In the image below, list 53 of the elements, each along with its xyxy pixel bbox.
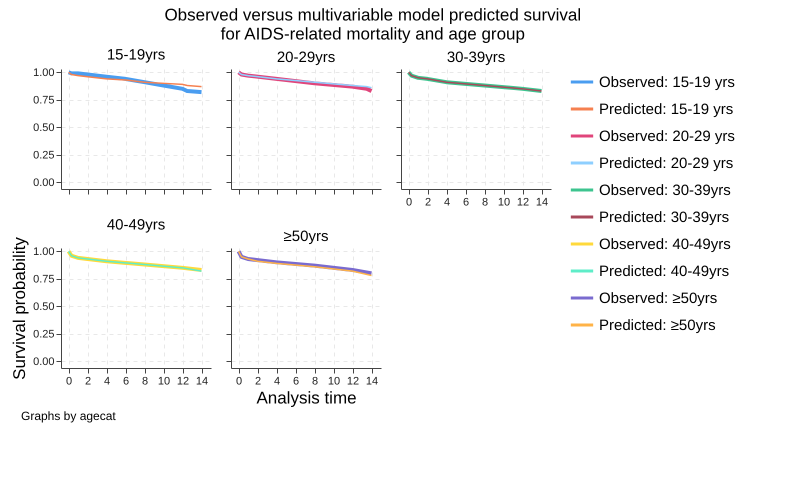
- y-tick-label: 0.75: [33, 94, 54, 106]
- y-axis-title: Survival probability: [10, 236, 30, 380]
- y-tick-label: 1.00: [33, 66, 54, 79]
- chart-title: 40-49yrs: [106, 216, 166, 234]
- x-tick-label: 0: [66, 376, 72, 388]
- legend-label: Predicted: 40-49yrs: [599, 263, 730, 280]
- y-tick-label: 0.75: [33, 273, 54, 286]
- x-tick-label: 2: [255, 376, 262, 388]
- x-tick-label: 14: [366, 376, 378, 388]
- text: Observed versus multivariable model predicted survival for AIDS-related mortality and age group: [164, 5, 582, 44]
- chart-title: 20-29yrs: [276, 49, 336, 66]
- x-axis-title: Analysis time: [256, 388, 357, 408]
- legend-label: Predicted: ≥50yrs: [599, 317, 716, 334]
- y-tick-label: 0.00: [33, 356, 54, 368]
- x-tick-label: 4: [274, 376, 280, 388]
- y-tick-label: 0.50: [33, 122, 54, 134]
- x-tick-label: 2: [425, 196, 432, 208]
- x-tick-label: 6: [122, 376, 130, 388]
- x-tick-label: 4: [444, 196, 450, 208]
- chart-title: 30-39yrs: [446, 49, 506, 66]
- x-tick-label: 10: [498, 196, 510, 208]
- y-tick-label: 0.00: [33, 176, 54, 189]
- x-tick-label: 8: [312, 376, 318, 388]
- x-tick-label: 12: [176, 376, 190, 388]
- x-tick-label: 12: [346, 376, 360, 388]
- y-tick-label: 0.25: [33, 149, 54, 162]
- chart-title: ≥50yrs: [284, 228, 328, 245]
- x-tick-label: 10: [328, 376, 340, 388]
- x-tick-label: 6: [292, 376, 300, 388]
- legend-label: Predicted: 30-39yrs: [599, 209, 730, 226]
- y-tick-label: 0.50: [33, 300, 54, 313]
- x-tick-label: 8: [482, 196, 488, 208]
- x-tick-label: 12: [516, 196, 530, 208]
- legend-label: Observed: 20-29 yrs: [599, 128, 735, 145]
- chart-title: 15-19yrs: [106, 46, 166, 64]
- text: Graphs by agecat: [21, 409, 116, 423]
- x-tick-label: 14: [536, 196, 548, 208]
- x-tick-label: 0: [236, 376, 242, 388]
- x-tick-label: 14: [196, 376, 208, 388]
- legend-label: Observed: 15-19 yrs: [599, 74, 735, 91]
- x-tick-label: 4: [104, 376, 110, 388]
- x-tick-label: 8: [142, 376, 148, 388]
- x-tick-label: 2: [85, 376, 92, 388]
- legend-label: Observed: ≥50yrs: [599, 290, 718, 307]
- x-tick-label: 6: [462, 196, 470, 208]
- legend-label: Predicted: 20-29 yrs: [599, 155, 734, 172]
- legend-label: Predicted: 15-19 yrs: [599, 101, 734, 118]
- legend-label: Observed: 30-39yrs: [599, 182, 731, 199]
- y-tick-label: 0.25: [33, 328, 54, 340]
- y-tick-label: 1.00: [33, 246, 54, 258]
- x-tick-label: 0: [406, 196, 412, 208]
- legend-label: Observed: 40-49yrs: [599, 236, 731, 253]
- x-tick-label: 10: [158, 376, 170, 388]
